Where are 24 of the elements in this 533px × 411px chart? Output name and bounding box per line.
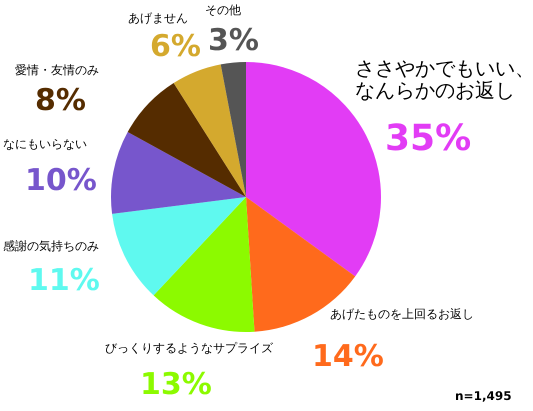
pie-slice	[111, 132, 246, 214]
slice-label: ささやかでもいい、なんらかのお返し	[355, 56, 533, 102]
data-label: 8%	[35, 83, 86, 118]
pie-slice	[154, 197, 254, 332]
slice-label: 感謝の気持ちのみ	[3, 239, 99, 253]
data-label: 3%	[208, 23, 259, 58]
slice-label: あげたものを上回るお返し	[330, 307, 474, 321]
data-label: 10%	[25, 163, 97, 198]
data-label: 6%	[150, 29, 201, 64]
pie-slice	[112, 197, 246, 296]
pie-slice	[174, 64, 246, 197]
data-label: 11%	[28, 263, 100, 298]
pie-slice	[220, 62, 246, 197]
data-label: 35%	[385, 118, 472, 159]
slice-label: あげません	[128, 11, 188, 25]
slice-label: なにもいらない	[3, 137, 87, 151]
slice-label: びっくりするようなサプライズ	[105, 341, 274, 355]
pie-slice	[246, 197, 356, 332]
data-label: 13%	[140, 367, 212, 402]
pie-slice	[128, 83, 246, 197]
slice-label: 愛情・友情のみ	[15, 63, 99, 77]
data-label: 14%	[312, 339, 384, 374]
text: n=1,495	[455, 389, 512, 403]
slice-label: その他	[205, 3, 241, 17]
